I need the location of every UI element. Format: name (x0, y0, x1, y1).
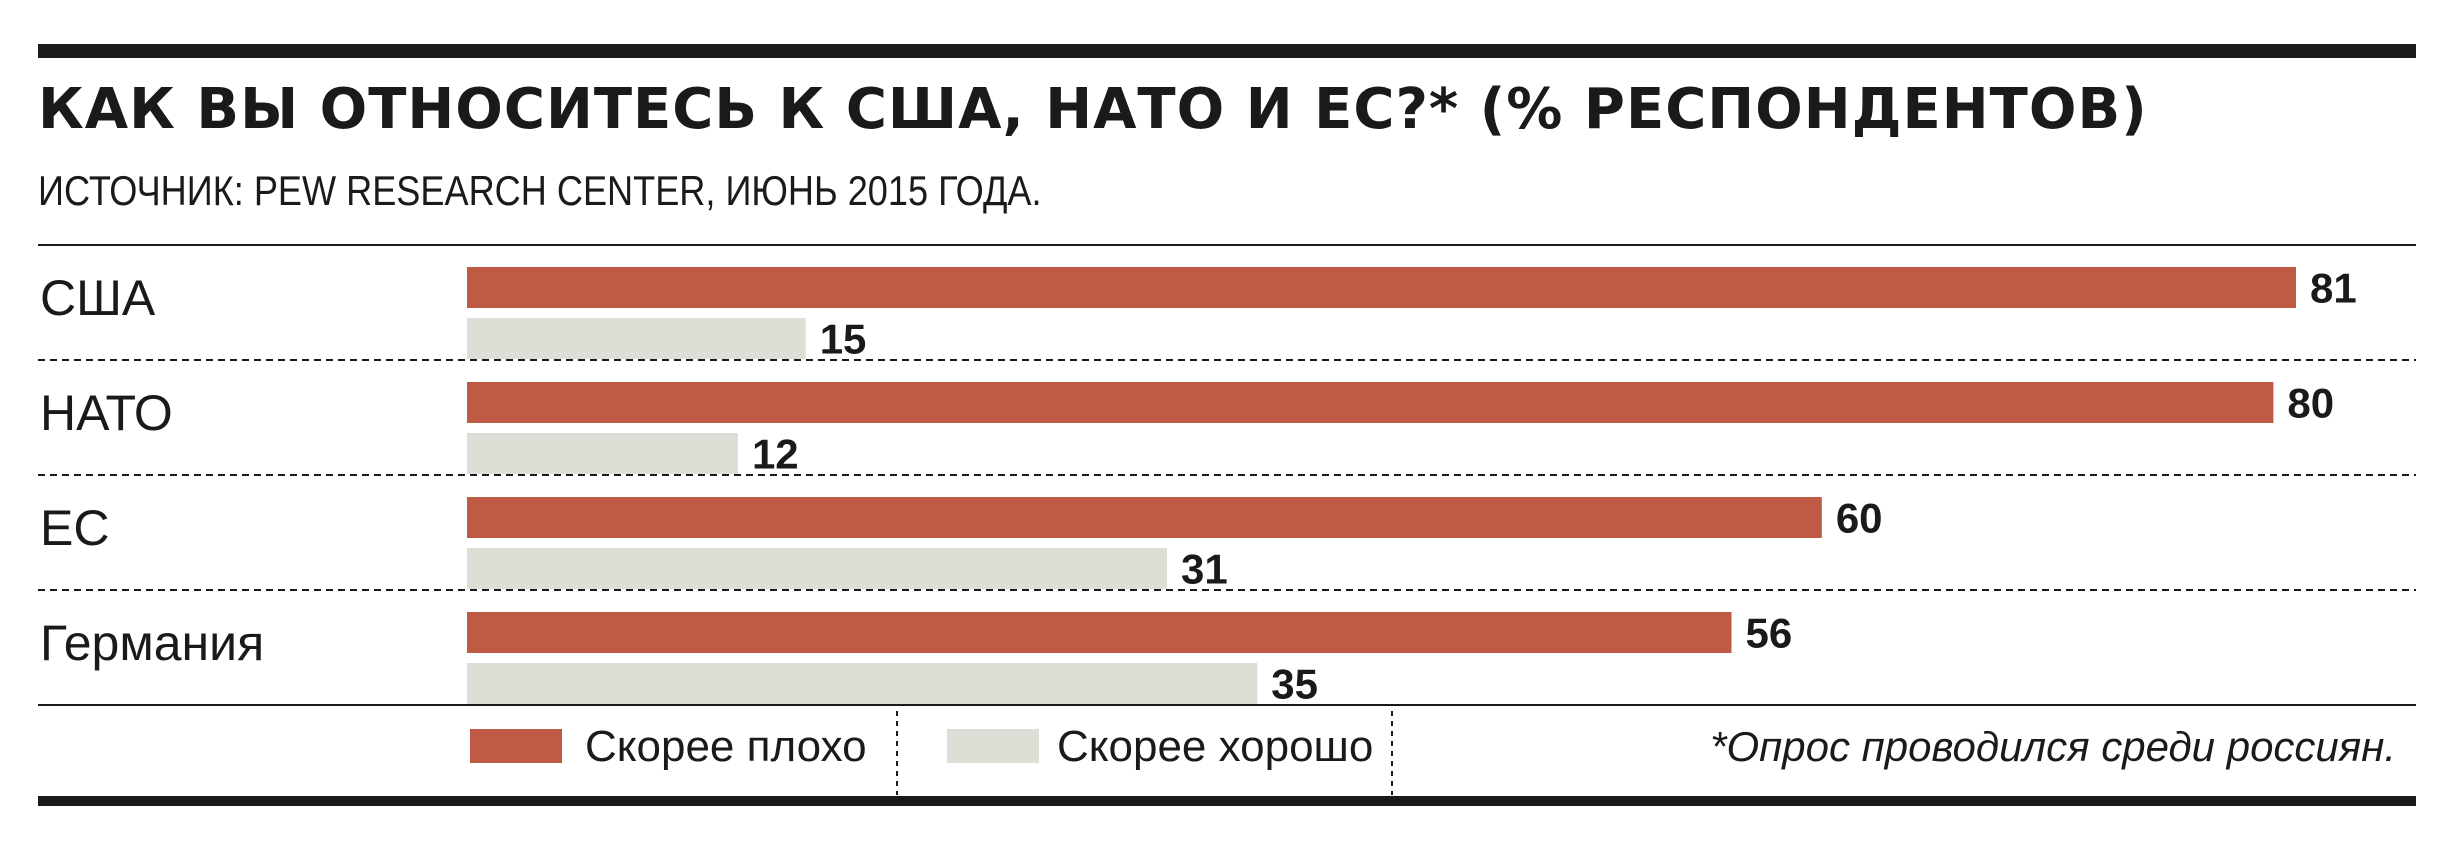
legend-swatch (947, 729, 1039, 763)
chart-rows: США 81 15 НАТО 80 12 ЕС 60 31 Германия 56 35 (40, 265, 2357, 708)
legend-label: Скорее плохо (585, 722, 867, 771)
category-label: ЕС (40, 500, 109, 556)
chart-title: КАК ВЫ ОТНОСИТЕСЬ К США, НАТО И ЕС?* (% … (38, 77, 2148, 142)
category-label: США (40, 270, 156, 326)
data-label: 35 (1271, 661, 1318, 708)
data-label: 56 (1745, 610, 1792, 657)
bar-good (467, 318, 806, 359)
top-rule (38, 44, 2416, 58)
data-label: 15 (820, 316, 867, 363)
legend-swatch (470, 729, 562, 763)
bar-bad (467, 612, 1732, 653)
chart-row: Германия 56 35 (40, 610, 1792, 708)
bar-good (467, 433, 738, 474)
chart-subtitle: ИСТОЧНИК: PEW RESEARCH CENTER, ИЮНЬ 2015… (38, 167, 1042, 214)
bar-good (467, 548, 1167, 589)
legend-item: Скорее плохо (470, 722, 867, 771)
data-label: 60 (1836, 495, 1883, 542)
row-dividers (38, 244, 2416, 706)
category-label: Германия (40, 615, 264, 671)
legend-label: Скорее хорошо (1057, 722, 1373, 771)
footnote: *Опрос проводился среди россиян. (1710, 723, 2396, 770)
data-label: 81 (2310, 265, 2357, 312)
chart-row: ЕС 60 31 (40, 495, 1883, 593)
bottom-rule (38, 796, 2416, 806)
chart-row: США 81 15 (40, 265, 2357, 363)
data-label: 80 (2287, 380, 2334, 427)
bar-bad (467, 497, 1822, 538)
data-label: 12 (752, 431, 799, 478)
category-label: НАТО (40, 385, 173, 441)
chart-row: НАТО 80 12 (40, 380, 2334, 478)
bar-good (467, 663, 1258, 704)
data-label: 31 (1181, 546, 1228, 593)
legend-item: Скорее хорошо (947, 722, 1373, 771)
bar-bad (467, 382, 2274, 423)
legend: Скорее плохо Скорее хорошо *Опрос проводил… (470, 711, 2396, 795)
bar-bad (467, 267, 2296, 308)
